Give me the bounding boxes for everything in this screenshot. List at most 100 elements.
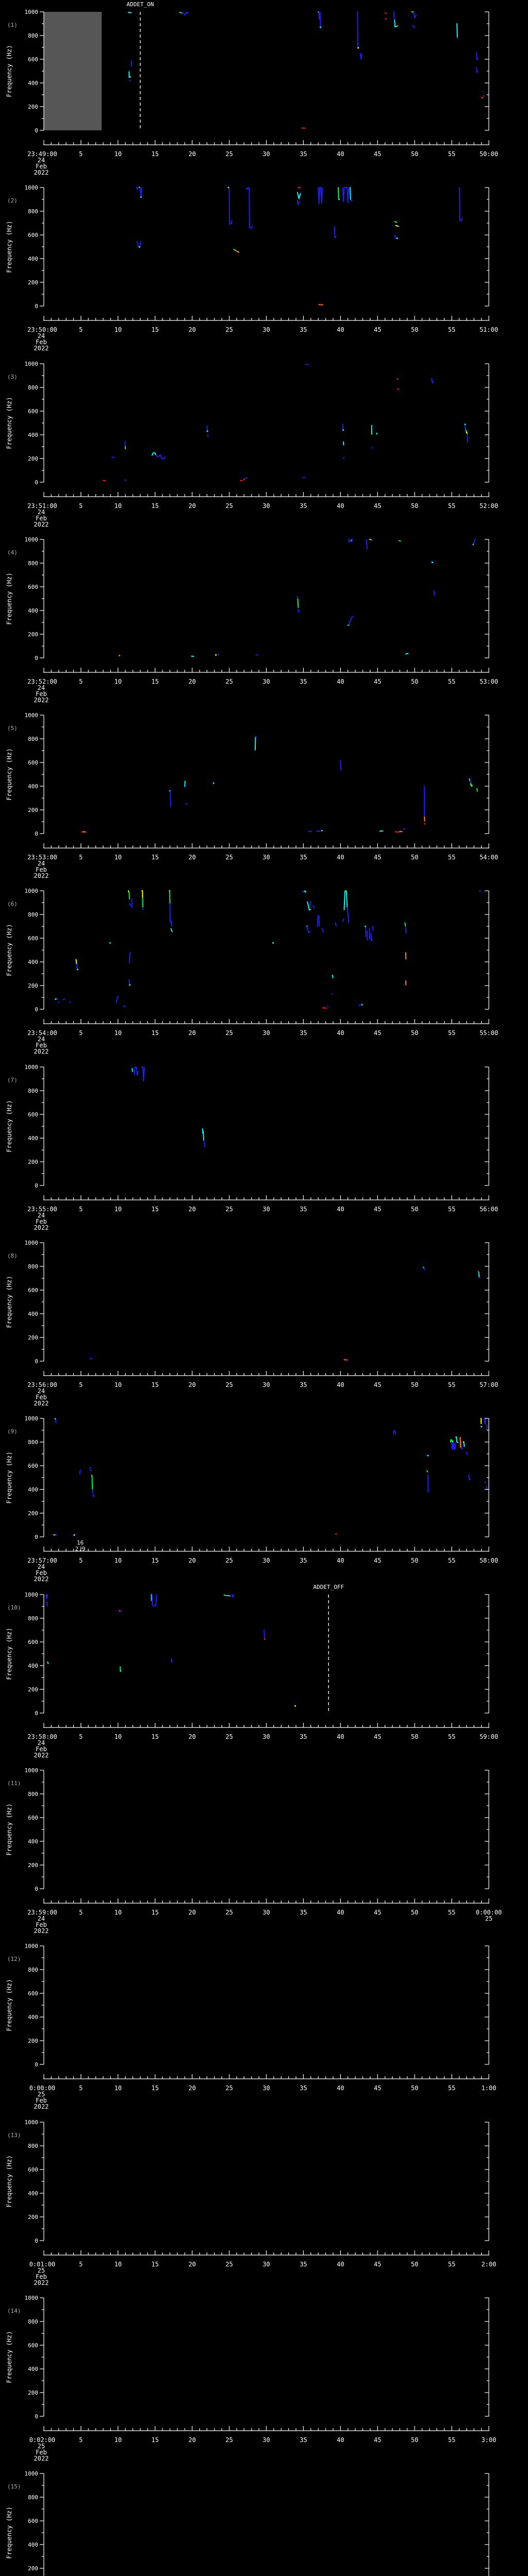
x-tick-label: 20 [188, 854, 195, 861]
detection-point [142, 908, 144, 910]
x-tick-label: 40 [337, 1029, 344, 1037]
y-axis-title: Frequency (Hz) [6, 2506, 13, 2558]
x-tick-label: 30 [262, 2436, 270, 2444]
start-date-line: 2022 [34, 1048, 49, 1055]
axes [40, 1418, 489, 1552]
start-time-label: 23:51:00 [27, 502, 57, 510]
detection-traces [53, 1418, 488, 1536]
y-tick-label: 1000 [25, 1943, 39, 1950]
y-tick-label: 600 [28, 1815, 38, 1821]
detector-marker-label: ADDET_OFF [314, 1584, 344, 1590]
start-date-line: Feb [36, 1042, 47, 1049]
detection-point [463, 1441, 465, 1443]
y-tick-label: 0 [35, 1006, 38, 1013]
detection-trace [223, 1594, 228, 1597]
x-tick-label: 15 [152, 2436, 159, 2444]
y-tick-label: 0 [35, 479, 38, 486]
start-date-line: 2022 [34, 697, 49, 704]
detection-point [305, 891, 307, 893]
y-tick-label: 600 [28, 408, 38, 415]
detection-traces [103, 363, 469, 481]
x-tick-label: 15 [152, 2084, 159, 2092]
y-tick-label: 0 [35, 1182, 38, 1189]
y-tick-label: 800 [28, 384, 38, 391]
y-tick-label: 600 [28, 1287, 38, 1294]
y-tick-label: 1000 [25, 1064, 39, 1071]
spectrogram-plot-15: 020040060080010005101520253035404550550:… [6, 2470, 489, 2576]
spectrogram-plot-5: 0 200 400 600 800 1000 5 10 15 20 25 30 35 40 45 50 55 23… [6, 712, 498, 879]
x-tick-label: 35 [300, 2261, 307, 2268]
x-tick-label: 40 [337, 2084, 344, 2092]
y-tick-label: 400 [28, 432, 38, 438]
y-tick-label: 1000 [25, 1415, 39, 1422]
detection-trace [302, 477, 306, 479]
detection-point [369, 538, 371, 540]
detection-point [321, 829, 323, 832]
start-date-line: Feb [36, 1569, 47, 1577]
axes [40, 1066, 489, 1200]
x-tick-label: 55 [448, 1733, 455, 1740]
spectrogram-panel-1: ADDET_ON 0 200 400 600 800 1000 5 10 15 20 25 30 35 40… [0, 0, 528, 176]
y-tick-label: 0 [35, 2061, 38, 2068]
detection-trace [395, 225, 399, 227]
x-tick-label: 5 [79, 1733, 82, 1740]
x-tick-label: 50 [411, 2436, 418, 2444]
detector-marker-label: ADDET_ON [126, 1, 154, 8]
y-tick-label: 800 [28, 1967, 38, 1973]
detection-trace [244, 477, 248, 480]
y-tick-label: 400 [28, 1135, 38, 1142]
y-axis-title: Frequency (Hz) [6, 397, 13, 449]
start-date-line: 24 [38, 1036, 45, 1043]
detection-trace [350, 187, 351, 200]
x-tick-label: 55 [448, 502, 455, 510]
start-date-line: 24 [38, 157, 45, 164]
x-tick-label: 45 [374, 1206, 381, 1213]
x-tick-label: 45 [374, 678, 381, 685]
detection-trace [171, 1658, 173, 1663]
start-time-label: 23:56:00 [27, 1381, 57, 1388]
start-date-line: Feb [36, 2449, 47, 2456]
x-tick-label: 40 [337, 1381, 344, 1388]
detection-point [90, 1469, 92, 1471]
detection-trace [152, 1594, 157, 1607]
detection-trace [343, 890, 345, 910]
x-tick-label: 40 [337, 1557, 344, 1564]
x-tick-label: 10 [114, 2436, 122, 2444]
x-tick-label: 35 [300, 326, 307, 333]
y-tick-label: 200 [28, 2038, 38, 2044]
panel-number-label: (15) [7, 2483, 21, 2490]
y-tick-label: 800 [28, 1615, 38, 1622]
x-tick-label: 25 [225, 1557, 233, 1564]
y-tick-label: 600 [28, 2166, 38, 2173]
spectrogram-plot-6: 0 200 400 600 800 1000 5 10 15 20 25 30 35 40 45 50 55 23… [6, 888, 498, 1055]
start-date-line: 24 [38, 1212, 45, 1219]
x-tick-label: 25 [225, 1381, 233, 1388]
y-tick-label: 800 [28, 1263, 38, 1270]
y-tick-label: 1000 [25, 888, 39, 894]
x-tick-label: 35 [300, 1206, 307, 1213]
start-date-line: 2022 [34, 1575, 49, 1583]
x-tick-label: 25 [225, 2261, 233, 2268]
x-tick-label: 10 [114, 1909, 122, 1916]
detection-trace [155, 454, 166, 460]
x-tick-label: 10 [114, 1206, 122, 1213]
y-axis-title: Frequency (Hz) [6, 1451, 13, 1503]
detection-trace [203, 1140, 205, 1146]
x-tick-label: 10 [114, 678, 122, 685]
detection-trace [369, 928, 371, 940]
detection-trace [351, 539, 353, 542]
x-tick-label: 55 [448, 150, 455, 158]
y-tick-label: 1000 [25, 1240, 39, 1246]
start-date-line: 24 [38, 860, 45, 867]
axes [40, 1945, 489, 2079]
x-tick-label: 30 [262, 854, 270, 861]
x-tick-label: 5 [79, 2261, 82, 2268]
x-tick-label: 45 [374, 1557, 381, 1564]
detection-trace [245, 187, 249, 190]
detection-trace [179, 11, 183, 14]
detection-trace [318, 187, 323, 205]
start-date-line: Feb [36, 163, 47, 170]
x-tick-label: 5 [79, 2436, 82, 2444]
end-time-label: 0:00:00 [476, 1909, 502, 1916]
detection-point [464, 423, 466, 426]
